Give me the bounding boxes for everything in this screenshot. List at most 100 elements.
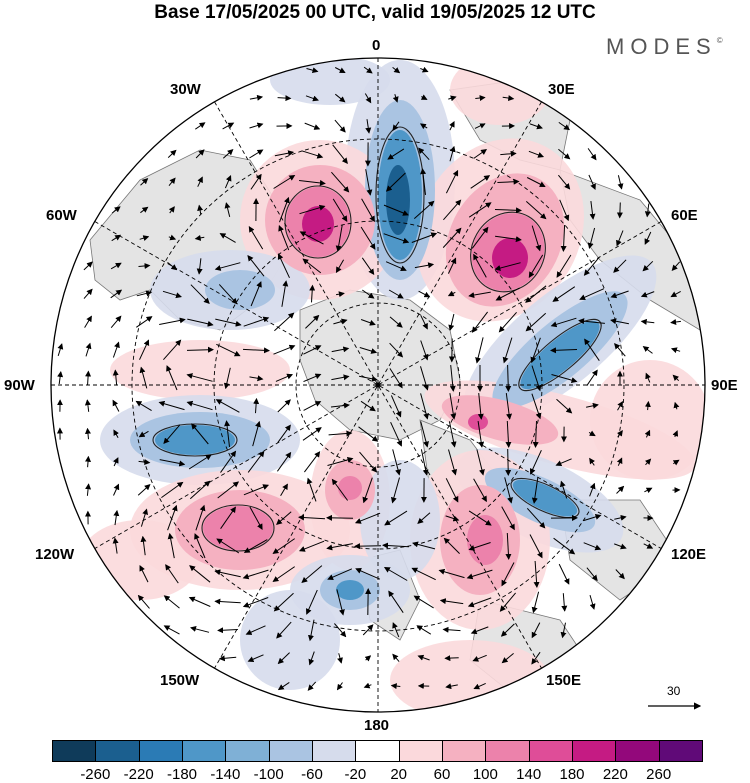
wind-arrow — [159, 459, 186, 467]
wind-arrow — [414, 262, 435, 269]
colorbar — [52, 740, 703, 764]
wind-arrow — [472, 654, 487, 662]
wind-arrow — [276, 511, 292, 525]
wind-arrow — [280, 483, 288, 496]
wind-arrow — [186, 373, 213, 382]
wind-arrow — [392, 67, 401, 74]
wind-arrow — [610, 318, 629, 325]
wind-arrow — [420, 393, 429, 420]
contour-lines — [152, 126, 602, 552]
wind-arrow — [477, 421, 485, 448]
wind-arrow — [474, 123, 486, 129]
wind-arrow — [197, 176, 203, 187]
wind-arrow — [560, 224, 567, 252]
wind-arrow — [558, 121, 571, 131]
wind-arrow — [417, 654, 430, 661]
wind-arrow — [335, 225, 343, 252]
wind-arrow — [583, 513, 602, 522]
wind-arrow — [476, 449, 485, 476]
colorbar-tick-label: 220 — [602, 766, 628, 783]
wind-arrow — [111, 206, 121, 214]
wind-arrow — [644, 400, 651, 411]
wind-arrow — [249, 149, 264, 159]
wind-arrow — [673, 401, 680, 410]
wind-arrow — [336, 589, 345, 616]
wind-arrow — [167, 262, 178, 271]
wind-arrow — [278, 224, 290, 251]
wind-arrow — [420, 168, 427, 195]
wind-arrow — [449, 393, 457, 420]
wind-arrow — [140, 178, 149, 186]
wind-arrow — [195, 149, 205, 159]
wind-vectors — [56, 66, 681, 691]
wind-arrow — [277, 681, 290, 691]
wind-arrow — [643, 543, 654, 549]
wind-arrow — [354, 512, 381, 524]
wind-arrow — [247, 255, 265, 277]
wind-arrow — [644, 203, 651, 218]
wind-arrow — [418, 147, 430, 161]
colorbar-tick-label: 100 — [472, 766, 498, 783]
wind-arrow — [420, 66, 429, 73]
reference-vector-label: 30 — [667, 684, 681, 698]
wind-arrow — [298, 540, 325, 552]
wind-arrow — [392, 121, 400, 132]
wind-arrow — [589, 482, 596, 497]
wind-arrow — [242, 597, 269, 608]
wind-arrow — [354, 543, 382, 550]
wind-arrow — [616, 230, 624, 247]
wind-arrow — [336, 682, 343, 691]
wind-arrow — [588, 430, 596, 437]
colorbar-swatch — [442, 740, 487, 762]
wind-arrow — [529, 449, 542, 475]
wind-arrow — [500, 150, 517, 157]
wind-arrow — [552, 286, 576, 302]
wind-arrow — [670, 319, 681, 325]
wind-arrow — [248, 226, 264, 250]
lon-label-30e: 30E — [548, 81, 575, 98]
wind-arrow — [273, 174, 296, 189]
wind-arrow — [137, 594, 150, 609]
wind-arrow — [277, 253, 290, 279]
wind-arrow — [589, 201, 596, 220]
colorbar-swatch — [95, 740, 140, 762]
wind-arrow — [473, 478, 487, 503]
wind-arrow — [222, 122, 235, 130]
wind-arrow — [355, 568, 381, 580]
wind-arrow — [163, 339, 182, 361]
wind-arrow — [495, 287, 520, 301]
wind-arrow — [84, 399, 91, 412]
colorbar-swatch — [658, 740, 703, 762]
wind-arrow — [242, 569, 269, 580]
wind-arrow — [528, 150, 545, 158]
wind-arrow — [505, 364, 512, 392]
colorbar-swatch — [528, 740, 573, 762]
colorbar-tick-label: -140 — [210, 766, 241, 783]
wind-arrow — [615, 569, 625, 580]
wind-arrow — [360, 400, 376, 412]
wind-arrow — [550, 347, 578, 354]
wind-arrow — [360, 226, 376, 250]
wind-arrow — [670, 290, 681, 298]
wind-arrow — [162, 290, 182, 299]
wind-arrow — [359, 451, 378, 473]
wind-arrow — [224, 420, 231, 447]
colorbar-tick-label: -260 — [80, 766, 111, 783]
wind-arrow — [57, 343, 64, 357]
wind-arrow — [138, 430, 149, 438]
wind-arrow — [83, 261, 93, 271]
wind-arrow — [243, 316, 270, 327]
wind-arrow — [112, 369, 119, 386]
wind-arrow — [303, 373, 322, 383]
wind-arrow — [165, 564, 179, 584]
wind-arrow — [299, 179, 326, 186]
wind-arrow — [495, 235, 522, 243]
wind-arrow — [413, 200, 435, 219]
wind-arrow — [529, 534, 543, 559]
wind-arrow — [551, 374, 578, 384]
wind-arrow — [83, 288, 93, 299]
wind-arrow — [112, 537, 119, 554]
wind-arrow — [448, 421, 457, 448]
wind-arrow — [383, 204, 409, 216]
